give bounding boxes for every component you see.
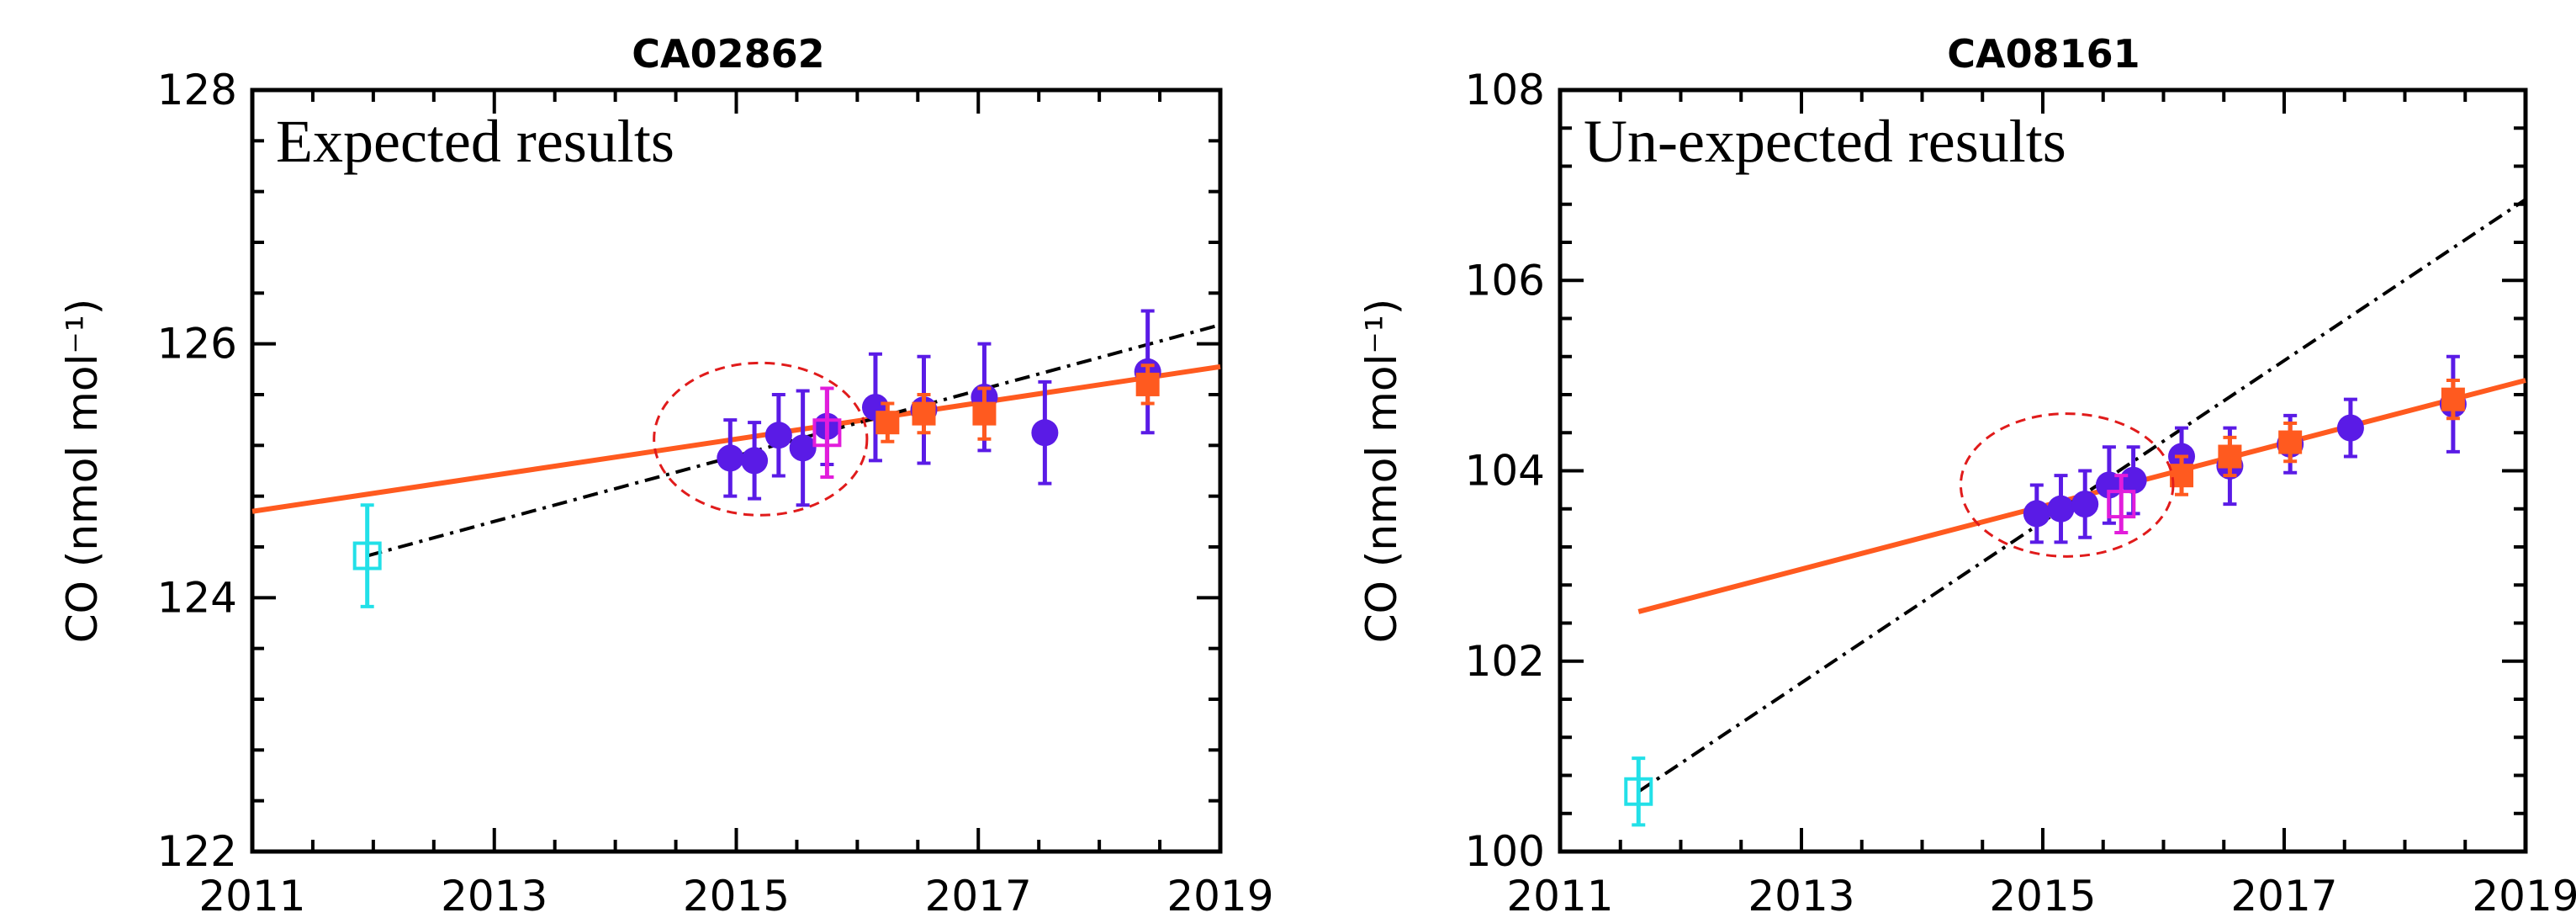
panel-ca08161: CA08161 2011 2013 2015 2017 2019 100 102 104 106 1… <box>1357 31 2576 918</box>
x-tick-label: 2015 <box>1989 872 2096 918</box>
x-tick-label: 2013 <box>1748 872 1854 918</box>
data-point-open-square <box>1624 777 1653 806</box>
data-point-square <box>1135 372 1160 396</box>
y-tick-label: 124 <box>157 573 237 622</box>
data-point-circle <box>1031 419 1059 447</box>
y-axis-label: CO (nmol mol⁻¹) <box>1357 299 1406 644</box>
y-tick-label: 100 <box>1465 827 1545 876</box>
fit-line-solid <box>251 363 1221 514</box>
x-tick-label: 2019 <box>1166 872 1273 918</box>
y-tick-label: 102 <box>1465 637 1545 686</box>
data-point-square <box>2441 387 2465 411</box>
data-point-open-square <box>352 541 382 570</box>
chart-title: CA02862 <box>632 31 824 77</box>
x-tick-label: 2017 <box>2230 872 2337 918</box>
panel-ca02862: CA02862 2011 2013 2015 2017 2019 122 124 126 128 C… <box>58 31 1274 918</box>
annotation-text: Un-expected results <box>1584 108 2066 175</box>
fit-line-dash-dot <box>367 323 1221 558</box>
x-tick-label: 2011 <box>198 872 305 918</box>
data-point-square <box>2218 444 2242 469</box>
data-point-circle <box>741 447 769 475</box>
data-point-circle <box>764 422 792 449</box>
x-tick-label: 2011 <box>1506 872 1613 918</box>
data-point-circle <box>789 434 817 462</box>
y-tick-label: 104 <box>1465 447 1545 496</box>
data-point-circle <box>2336 414 2364 442</box>
x-tick-label: 2017 <box>925 872 1032 918</box>
y-tick-label: 108 <box>1465 66 1545 114</box>
data-point-circle <box>717 444 744 472</box>
data-point-circle <box>2023 500 2050 528</box>
y-tick-label: 122 <box>157 827 237 876</box>
highlight-ellipse <box>653 361 869 517</box>
data-point-square <box>2278 430 2303 454</box>
data-point-square <box>875 411 900 435</box>
x-tick-label: 2015 <box>683 872 790 918</box>
y-tick-label: 128 <box>157 66 237 114</box>
plot-frame <box>250 88 1223 854</box>
x-tick-label: 2019 <box>2472 872 2576 918</box>
y-tick-label: 106 <box>1465 256 1545 305</box>
y-tick-label: 126 <box>157 320 237 369</box>
plot-frame <box>1558 88 2528 854</box>
y-axis-label: CO (nmol mol⁻¹) <box>58 299 107 644</box>
data-point-open-square <box>812 418 842 448</box>
highlight-ellipse <box>1959 412 2175 558</box>
data-point-circle <box>2119 466 2147 494</box>
x-tick-label: 2013 <box>441 872 547 918</box>
data-point-square <box>912 401 936 426</box>
data-point-circle <box>2047 495 2075 523</box>
chart-title: CA08161 <box>1947 31 2140 77</box>
data-point-open-square <box>2107 490 2136 519</box>
data-point-square <box>972 401 997 426</box>
data-point-circle <box>2071 491 2099 518</box>
annotation-text: Expected results <box>276 108 674 175</box>
